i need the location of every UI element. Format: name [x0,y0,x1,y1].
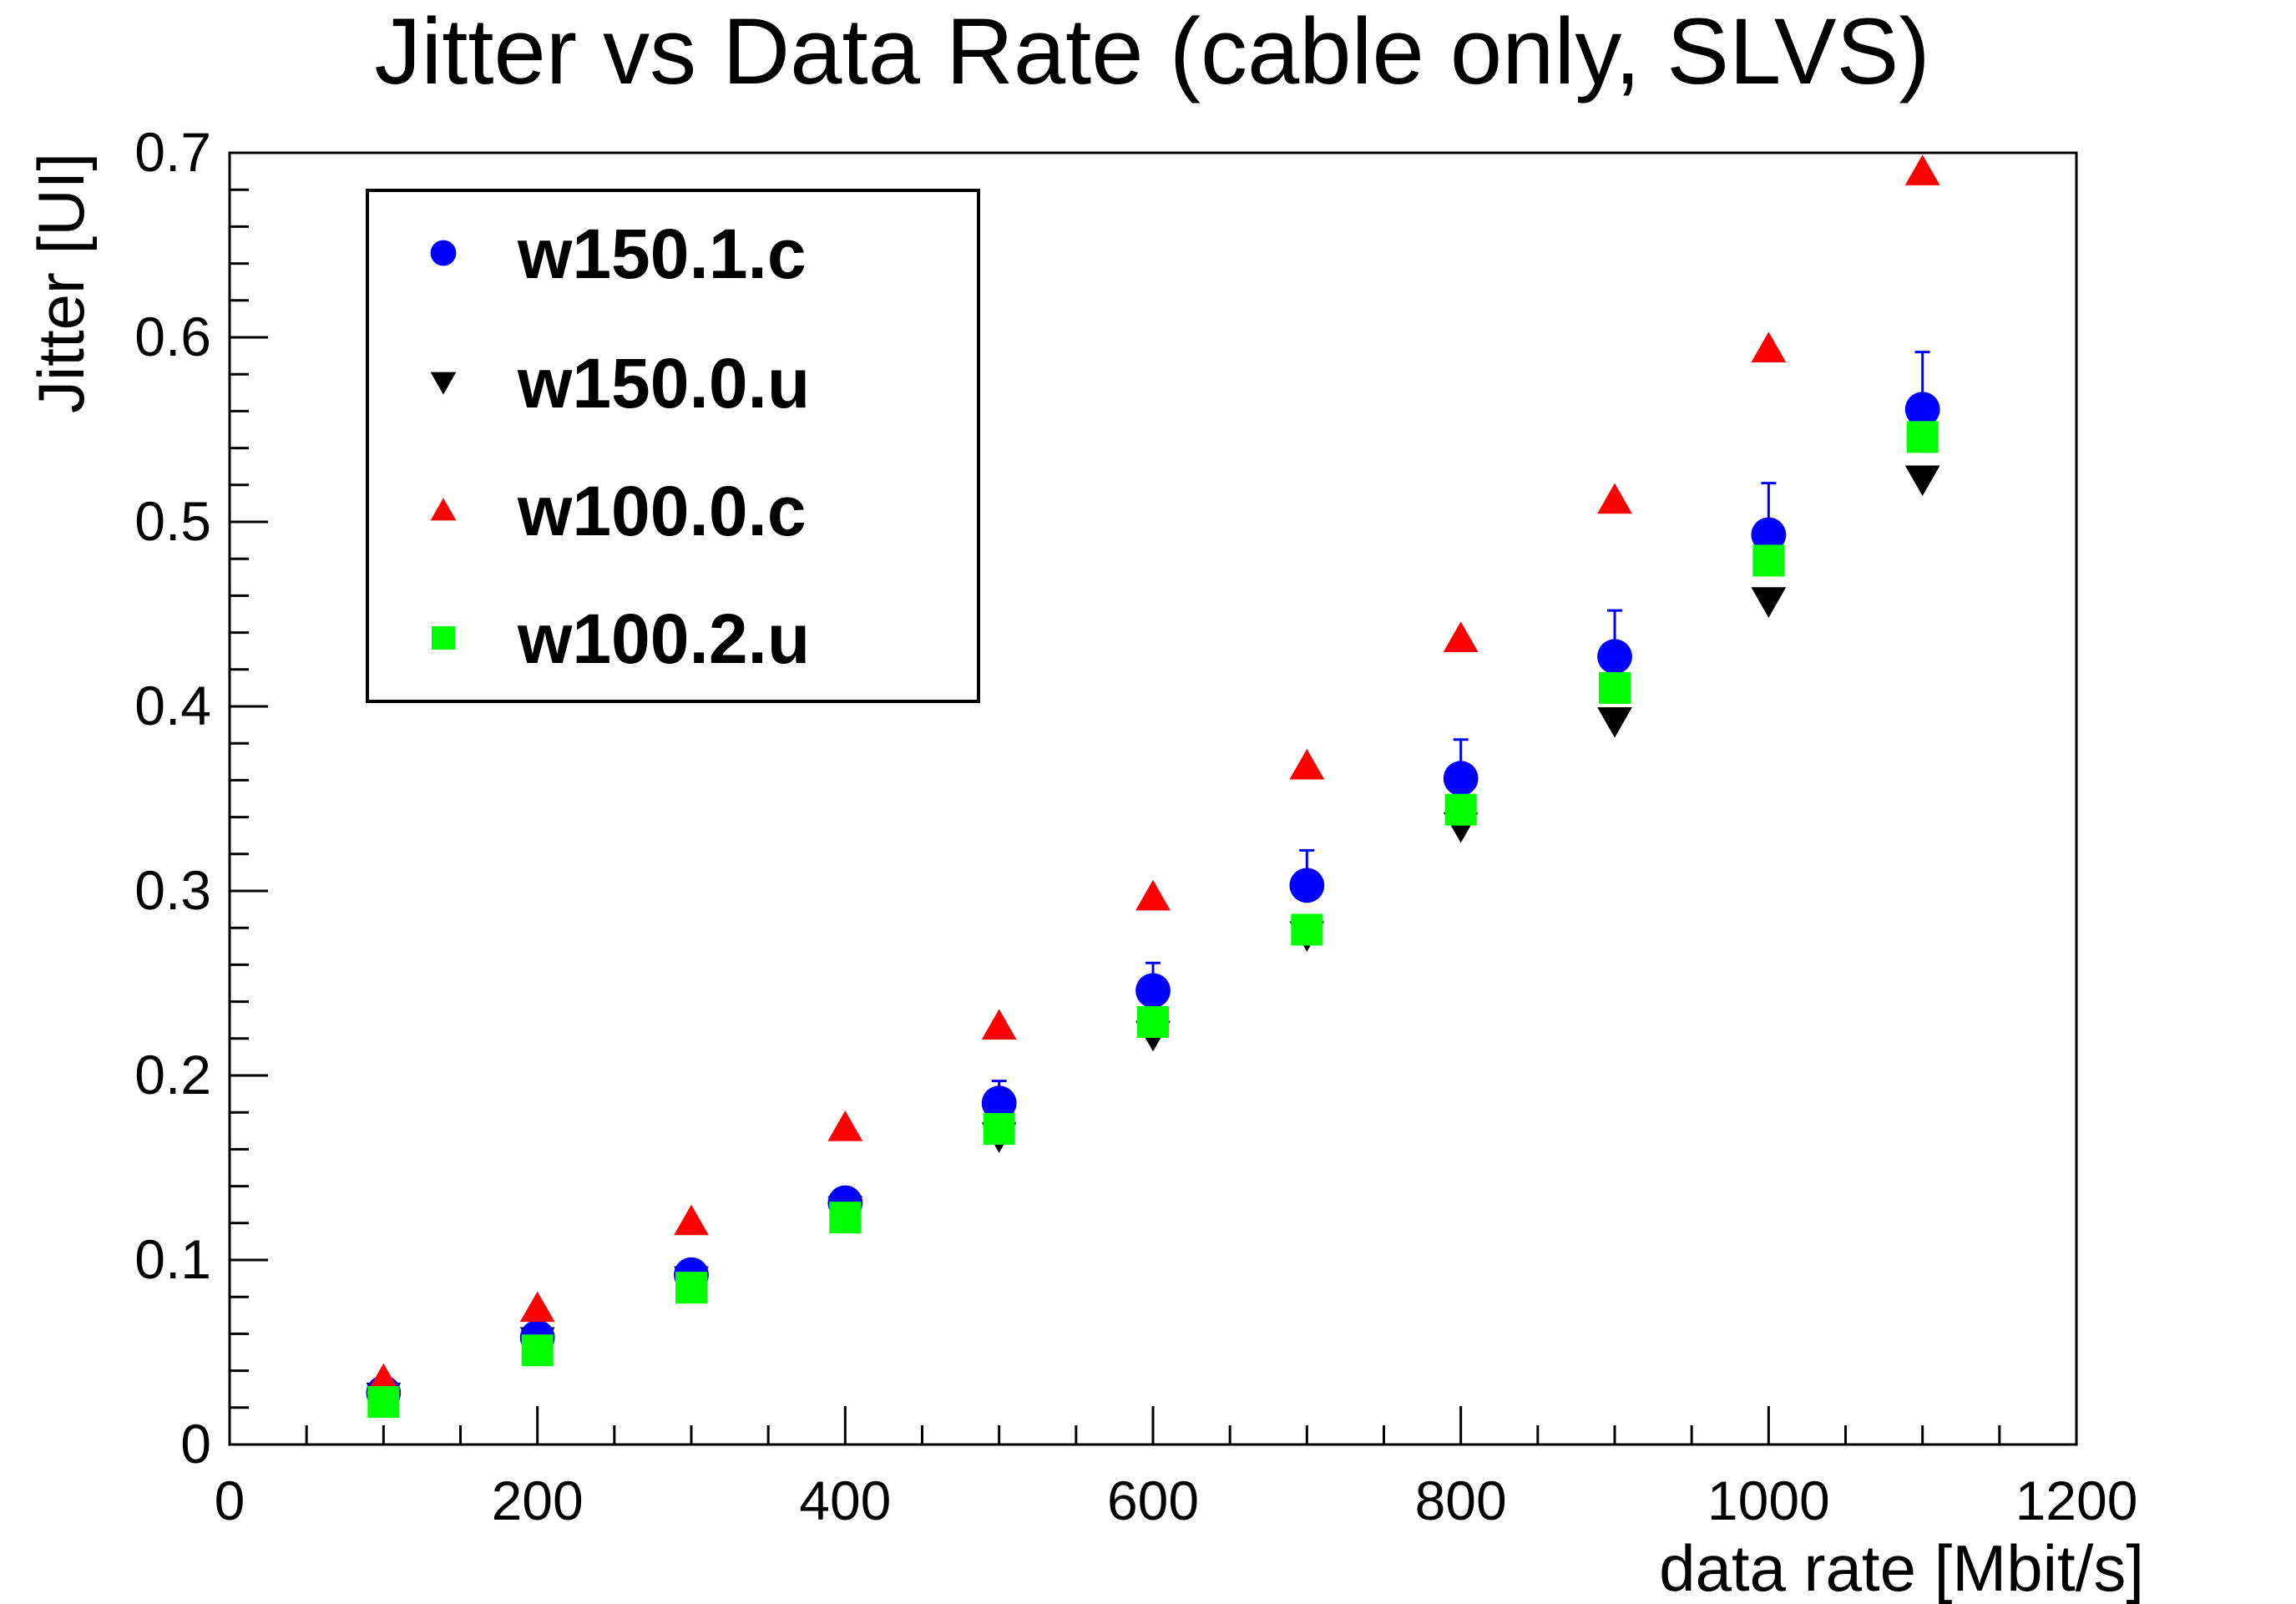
point-w150-0-u [1597,706,1632,738]
point-w100-2-u [521,1334,554,1367]
point-w150-1-c [981,1085,1017,1121]
legend: w150.1.c w150.0.u w100.0.c w100.2.u [366,189,980,703]
point-w100-0-c [1443,621,1479,652]
y-tick-label: 0.5 [134,490,211,552]
legend-label-w100-2-u: w100.2.u [517,600,810,678]
point-w100-0-c [674,1204,709,1236]
point-w100-0-c [1135,879,1171,911]
point-w100-0-c [1904,154,1940,185]
point-w100-2-u [829,1202,862,1234]
legend-label-w150-0-u: w150.0.u [517,344,810,423]
x-tick-label: 800 [1415,1470,1507,1531]
legend-marker-w100-0-c [430,498,457,521]
point-w150-1-c [1597,639,1632,675]
point-w100-2-u [367,1386,400,1419]
point-w150-1-c [1443,761,1479,797]
legend-box [366,189,980,703]
point-w150-1-c [1904,392,1940,428]
point-w150-1-c [1289,868,1325,903]
x-tick-label: 200 [492,1470,584,1531]
legend-marker-w150-1-c [430,240,457,266]
y-tick-label: 0.6 [134,306,211,367]
point-w100-0-c [1289,748,1325,780]
y-tick-label: 0.1 [134,1228,211,1290]
point-w100-0-c [981,1009,1017,1040]
point-w150-0-u [1904,465,1940,497]
y-tick-label: 0 [180,1413,211,1475]
x-tick-label: 0 [215,1470,245,1531]
y-tick-label: 0.7 [134,121,211,183]
point-w100-2-u [1906,421,1939,453]
point-w100-2-u [675,1272,707,1304]
x-tick-label: 600 [1107,1470,1199,1531]
legend-marker-w100-2-u [432,626,455,650]
point-w100-2-u [983,1113,1015,1146]
x-axis-label: data rate [Mbit/s] [1659,1531,2144,1604]
point-w100-0-c [1751,331,1787,362]
legend-label-w100-0-c: w100.0.c [517,472,807,550]
point-w150-0-u [1751,587,1787,618]
y-tick-label: 0.4 [134,675,211,736]
point-w100-2-u [1444,793,1477,826]
point-w100-2-u [1291,913,1323,946]
point-w100-0-c [827,1111,863,1141]
x-tick-label: 1200 [2015,1470,2138,1531]
point-w150-1-c [1135,973,1171,1009]
legend-label-w150-1-c: w150.1.c [517,215,807,293]
y-axis-label: Jitter [UI] [24,153,98,413]
chart-title: Jitter vs Data Rate (cable only, SLVS) [374,0,1929,104]
x-tick-label: 400 [799,1470,891,1531]
legend-marker-w150-0-u [430,372,457,395]
y-tick-label: 0.2 [134,1044,211,1106]
x-tick-label: 1000 [1707,1470,1830,1531]
point-w100-0-c [519,1291,555,1323]
point-w150-1-c [1751,517,1787,553]
point-w100-0-c [1597,483,1632,514]
point-w100-2-u [1137,1005,1169,1038]
point-w100-2-u [1599,671,1631,704]
point-w100-2-u [1752,544,1785,577]
y-tick-label: 0.3 [134,859,211,921]
